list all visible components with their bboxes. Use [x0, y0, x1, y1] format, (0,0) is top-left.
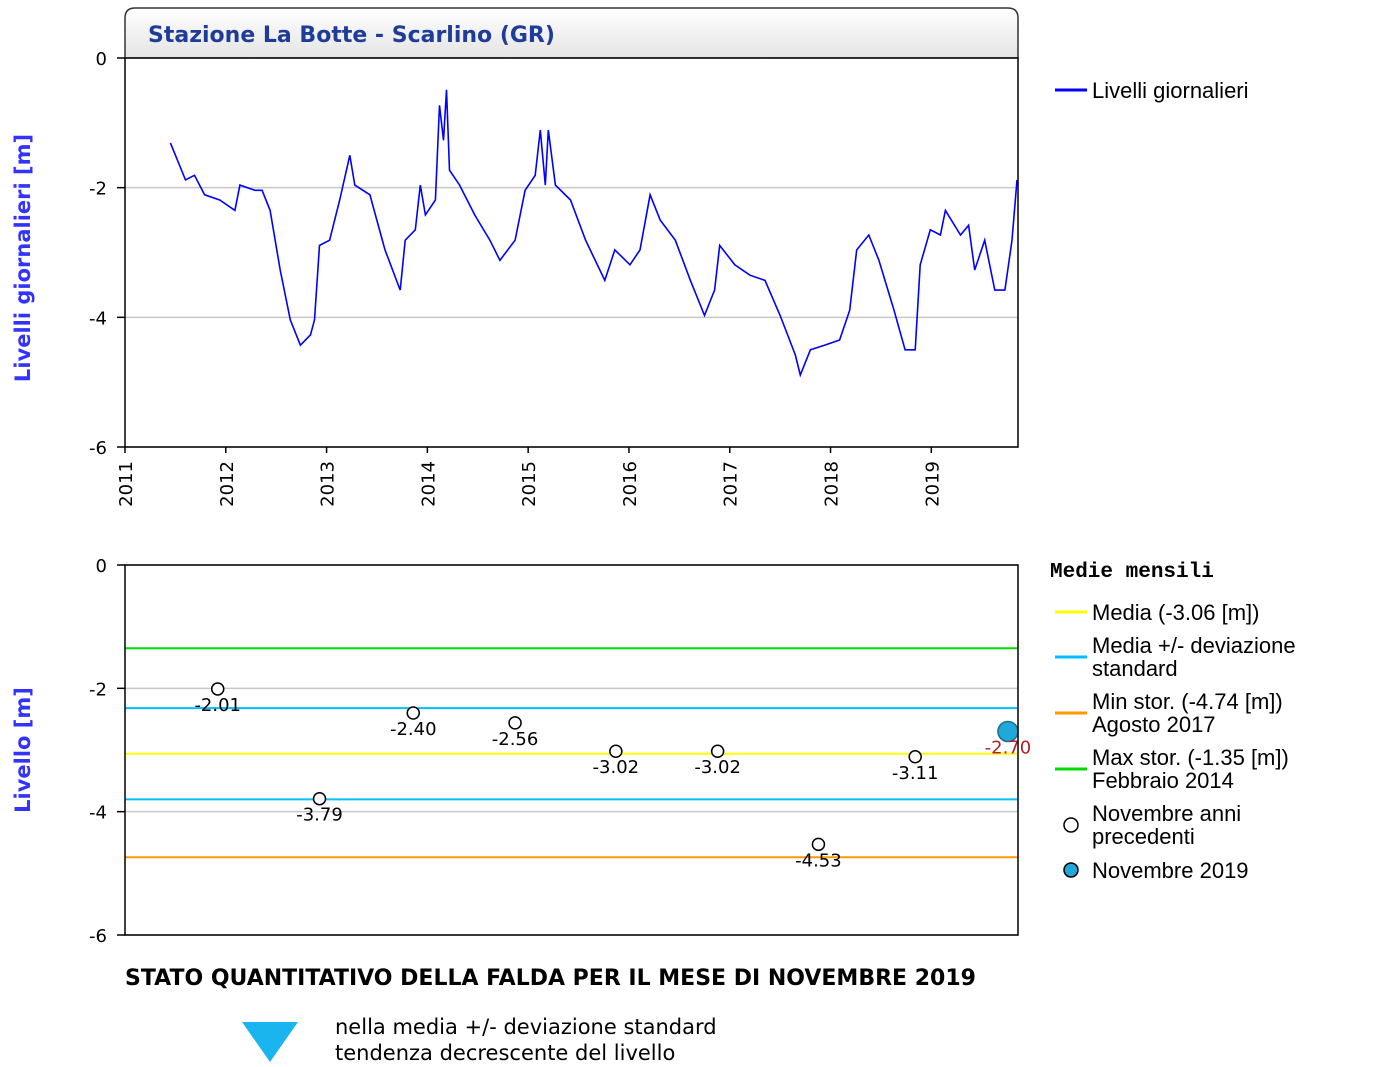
y-tick-label: -2 — [89, 679, 107, 700]
legend-marker — [1063, 862, 1079, 878]
data-point — [811, 837, 826, 852]
data-point — [710, 744, 725, 758]
legend-swatch — [1055, 655, 1087, 659]
legend-swatch-box — [1050, 757, 1092, 781]
trend-icon — [242, 1022, 298, 1062]
x-tick-label: 2011 — [116, 461, 137, 507]
status-line: tendenza decrescente del livello — [335, 1041, 675, 1065]
data-label: -2.40 — [390, 719, 437, 740]
data-label: -3.11 — [892, 763, 939, 784]
status-title: STATO QUANTITATIVO DELLA FALDA PER IL ME… — [125, 966, 976, 991]
legend-swatch-box — [1050, 645, 1092, 669]
data-point — [609, 744, 623, 758]
x-tick-label: 2013 — [318, 461, 339, 507]
data-point — [508, 716, 522, 730]
legend-label: Media (-3.06 [m]) — [1092, 599, 1260, 625]
status-line: nella media +/- deviazione standard — [335, 1015, 717, 1039]
data-line — [169, 89, 1018, 378]
legend-swatch-box — [1050, 600, 1092, 624]
plot-border — [124, 564, 1019, 936]
y-tick-label: 0 — [96, 49, 107, 70]
legend-label: Livelli giornalieri — [1092, 77, 1249, 103]
legend-label: Novembre 2019 — [1092, 857, 1249, 883]
legend-label: Max stor. (-1.35 [m]) Febbraio 2014 — [1092, 745, 1289, 793]
y-tick-label: -6 — [89, 438, 107, 459]
x-tick-label: 2012 — [217, 461, 238, 507]
plot-area — [125, 58, 1018, 447]
plot-border — [124, 57, 1019, 448]
chart-title: Stazione La Botte - Scarlino (GR) — [148, 23, 555, 48]
y-tick-label: -6 — [89, 926, 107, 947]
legend-title: Medie mensili — [1050, 561, 1214, 584]
legend: Livelli giornalieri — [1050, 78, 1342, 112]
x-tick-label: 2017 — [721, 461, 742, 507]
data-point — [210, 682, 225, 696]
data-point — [312, 791, 327, 806]
legend-swatch-box — [1050, 858, 1092, 882]
data-point — [908, 750, 922, 764]
y-axis-label: Livelli giornalieri [m] — [11, 134, 35, 382]
data-point — [406, 706, 421, 720]
data-label: -4.53 — [795, 850, 842, 871]
y-tick-label: -4 — [89, 803, 107, 824]
data-label: -2.70 — [985, 738, 1032, 759]
legend-item: Novembre 2019 — [1050, 858, 1342, 882]
legend: Medie mensili Media (-3.06 [m]) Media +/- … — [1050, 561, 1342, 892]
legend-item: Livelli giornalieri — [1050, 78, 1342, 102]
x-tick-label: 2014 — [418, 461, 439, 507]
y-tick-label: 0 — [96, 556, 107, 577]
data-label: -3.02 — [593, 757, 640, 778]
x-tick-label: 2019 — [922, 461, 943, 507]
y-tick-label: -4 — [89, 308, 107, 329]
x-tick-label: 2018 — [822, 461, 843, 507]
legend-swatch-box — [1050, 701, 1092, 725]
legend-item: Max stor. (-1.35 [m]) Febbraio 2014 — [1050, 746, 1342, 792]
legend-item: Novembre anni precedenti — [1050, 802, 1342, 848]
legend-label: Novembre anni precedenti — [1092, 801, 1242, 849]
title-box — [124, 7, 1019, 59]
data-label: -2.56 — [492, 729, 539, 750]
legend-swatch-box — [1050, 78, 1092, 102]
data-label: -2.01 — [194, 695, 241, 716]
legend-swatch — [1055, 711, 1087, 715]
legend-swatch — [1055, 610, 1087, 614]
x-tick-label: 2015 — [519, 461, 540, 507]
y-axis-label: Livello [m] — [11, 687, 35, 813]
legend-item: Media (-3.06 [m]) — [1050, 600, 1342, 624]
legend-swatch — [1055, 88, 1087, 92]
legend-swatch-box — [1050, 813, 1092, 837]
data-label: -3.02 — [694, 757, 741, 778]
legend-swatch — [1055, 767, 1087, 771]
legend-swatch — [1063, 817, 1079, 833]
legend-item: Min stor. (-4.74 [m]) Agosto 2017 — [1050, 690, 1342, 736]
plot-area — [125, 565, 1018, 935]
legend-marker — [1063, 817, 1079, 833]
legend-label: Min stor. (-4.74 [m]) Agosto 2017 — [1092, 689, 1283, 737]
legend-item: Media +/- deviazione standard — [1050, 634, 1342, 680]
x-tick-label: 2016 — [620, 461, 641, 507]
legend-swatch — [1063, 862, 1079, 878]
y-tick-label: -2 — [89, 179, 107, 200]
legend-label: Media +/- deviazione standard — [1092, 633, 1296, 681]
data-label: -3.79 — [296, 805, 343, 826]
